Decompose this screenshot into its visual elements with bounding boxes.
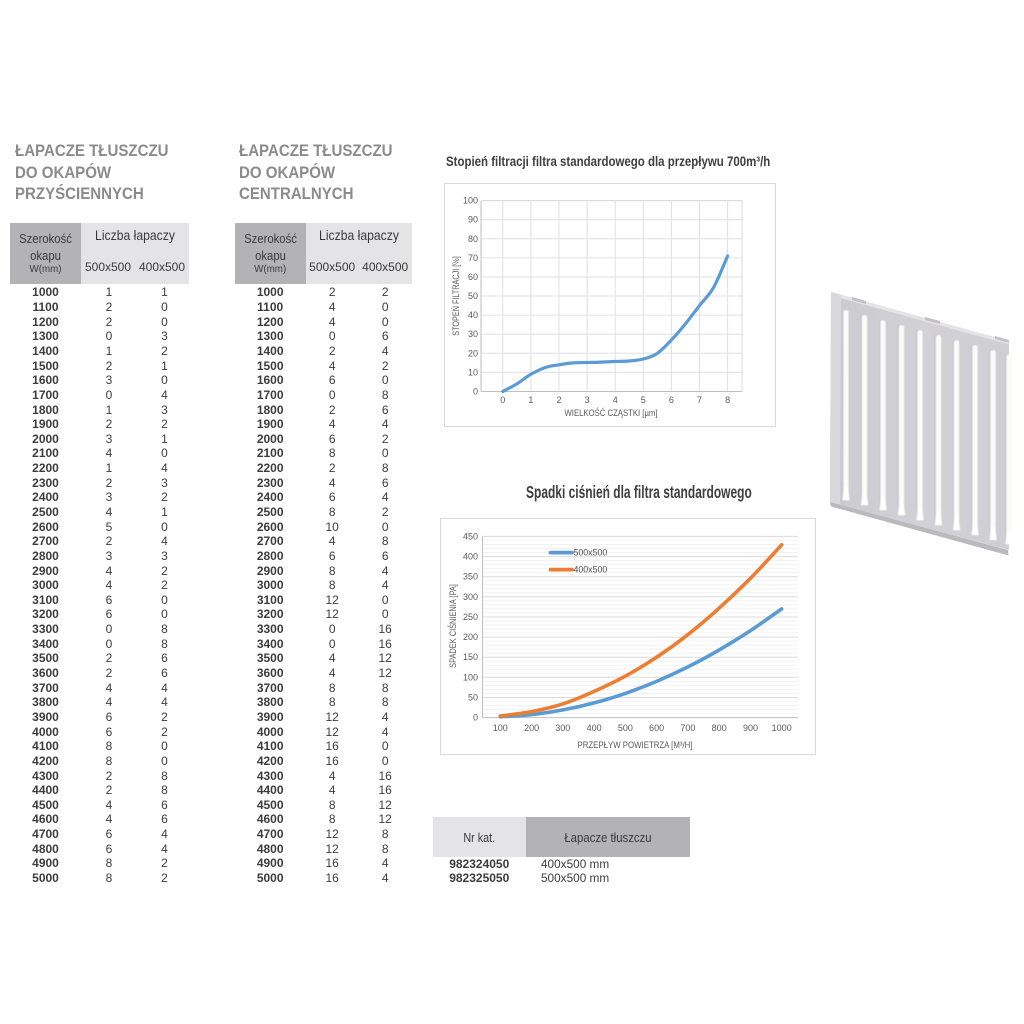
svg-text:0: 0 [473, 387, 478, 397]
svg-text:WIELKOŚĆ CZĄSTKI [µm]: WIELKOŚĆ CZĄSTKI [µm] [565, 407, 658, 418]
svg-text:400: 400 [586, 723, 601, 733]
svg-text:2: 2 [556, 395, 561, 405]
svg-text:300: 300 [555, 723, 570, 733]
svg-text:800: 800 [711, 723, 726, 733]
svg-text:3: 3 [585, 395, 590, 405]
svg-text:1: 1 [528, 395, 533, 405]
svg-text:200: 200 [524, 723, 539, 733]
svg-text:40: 40 [468, 310, 478, 320]
svg-text:70: 70 [468, 253, 478, 263]
svg-text:80: 80 [468, 234, 478, 244]
svg-text:150: 150 [462, 652, 477, 662]
svg-text:400x500: 400x500 [573, 565, 607, 575]
svg-text:4: 4 [613, 395, 618, 405]
svg-text:500x500: 500x500 [573, 548, 607, 558]
svg-text:50: 50 [467, 693, 477, 703]
svg-text:600: 600 [649, 723, 664, 733]
svg-text:250: 250 [462, 612, 477, 622]
svg-text:50: 50 [468, 291, 478, 301]
svg-text:5: 5 [641, 395, 646, 405]
svg-text:900: 900 [742, 723, 757, 733]
svg-text:PRZEPŁYW POWIETRZA [M³/H]: PRZEPŁYW POWIETRZA [M³/H] [577, 740, 692, 750]
svg-text:7: 7 [697, 395, 702, 405]
svg-text:300: 300 [462, 592, 477, 602]
svg-text:10: 10 [468, 367, 478, 377]
svg-text:450: 450 [462, 531, 477, 541]
svg-text:30: 30 [468, 329, 478, 339]
svg-text:60: 60 [468, 272, 478, 282]
svg-text:90: 90 [468, 215, 478, 225]
svg-text:100: 100 [492, 723, 507, 733]
svg-text:100: 100 [462, 672, 477, 682]
svg-text:350: 350 [462, 572, 477, 582]
svg-text:400: 400 [462, 552, 477, 562]
svg-text:20: 20 [468, 348, 478, 358]
svg-text:700: 700 [680, 723, 695, 733]
svg-text:0: 0 [500, 395, 505, 405]
svg-text:SPADEK CIŚNIENIA [PA]: SPADEK CIŚNIENIA [PA] [447, 584, 458, 668]
svg-text:200: 200 [462, 632, 477, 642]
svg-text:1000: 1000 [771, 723, 791, 733]
svg-text:0: 0 [472, 713, 477, 723]
svg-text:500: 500 [617, 723, 632, 733]
svg-text:STOPEŃ FILTRACJI [%]: STOPEŃ FILTRACJI [%] [451, 256, 461, 336]
svg-text:8: 8 [725, 395, 730, 405]
svg-text:6: 6 [669, 395, 674, 405]
svg-text:100: 100 [463, 196, 478, 206]
